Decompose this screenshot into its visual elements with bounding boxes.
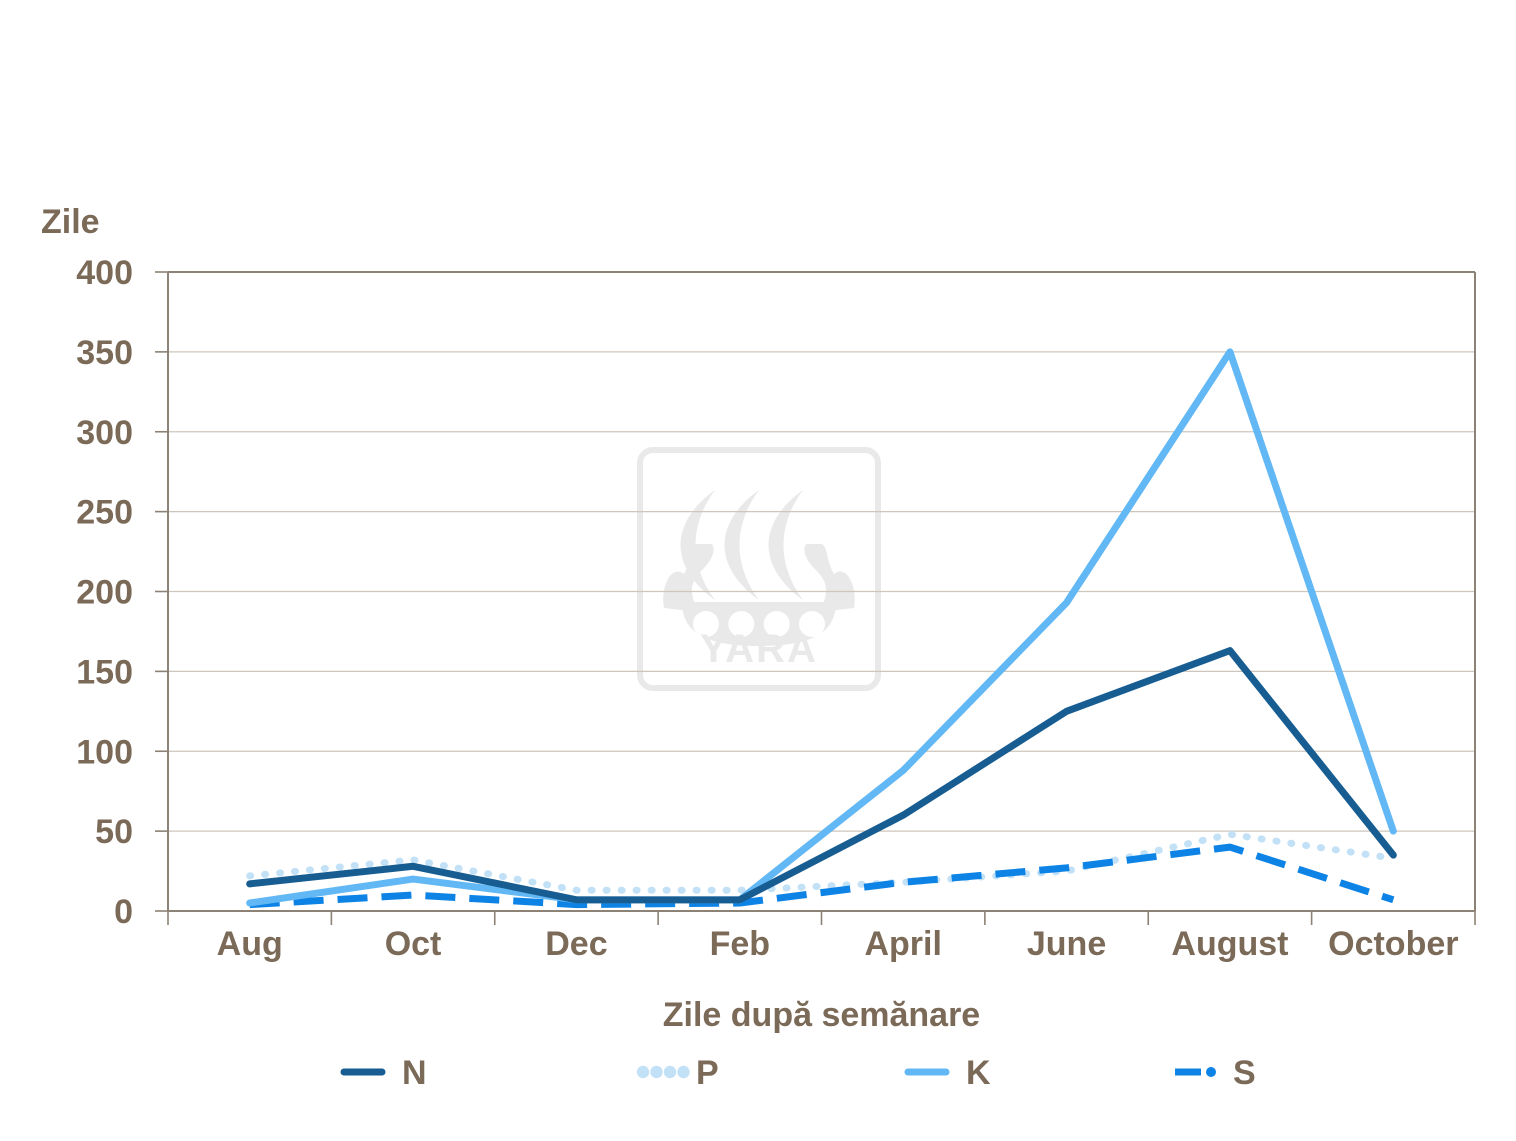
svg-text:August: August <box>1171 925 1288 963</box>
svg-text:200: 200 <box>76 574 133 612</box>
svg-text:N: N <box>402 1054 427 1092</box>
svg-text:100: 100 <box>76 733 133 771</box>
svg-text:Dec: Dec <box>545 925 607 963</box>
svg-text:YARA: YARA <box>700 627 818 671</box>
svg-text:Zile: Zile <box>41 203 100 241</box>
svg-text:Zile după semănare: Zile după semănare <box>663 996 980 1034</box>
svg-text:S: S <box>1233 1054 1256 1092</box>
svg-text:Feb: Feb <box>710 925 770 963</box>
svg-text:50: 50 <box>95 813 133 851</box>
svg-text:350: 350 <box>76 334 133 372</box>
svg-text:K: K <box>966 1054 991 1092</box>
svg-text:0: 0 <box>114 893 133 931</box>
svg-text:Oct: Oct <box>385 925 442 963</box>
svg-text:April: April <box>864 925 941 963</box>
svg-text:300: 300 <box>76 414 133 452</box>
svg-text:400: 400 <box>76 254 133 292</box>
svg-text:June: June <box>1027 925 1106 963</box>
svg-text:Aug: Aug <box>217 925 283 963</box>
svg-text:150: 150 <box>76 653 133 691</box>
svg-text:250: 250 <box>76 494 133 532</box>
svg-text:October: October <box>1328 925 1458 963</box>
svg-text:P: P <box>696 1054 719 1092</box>
